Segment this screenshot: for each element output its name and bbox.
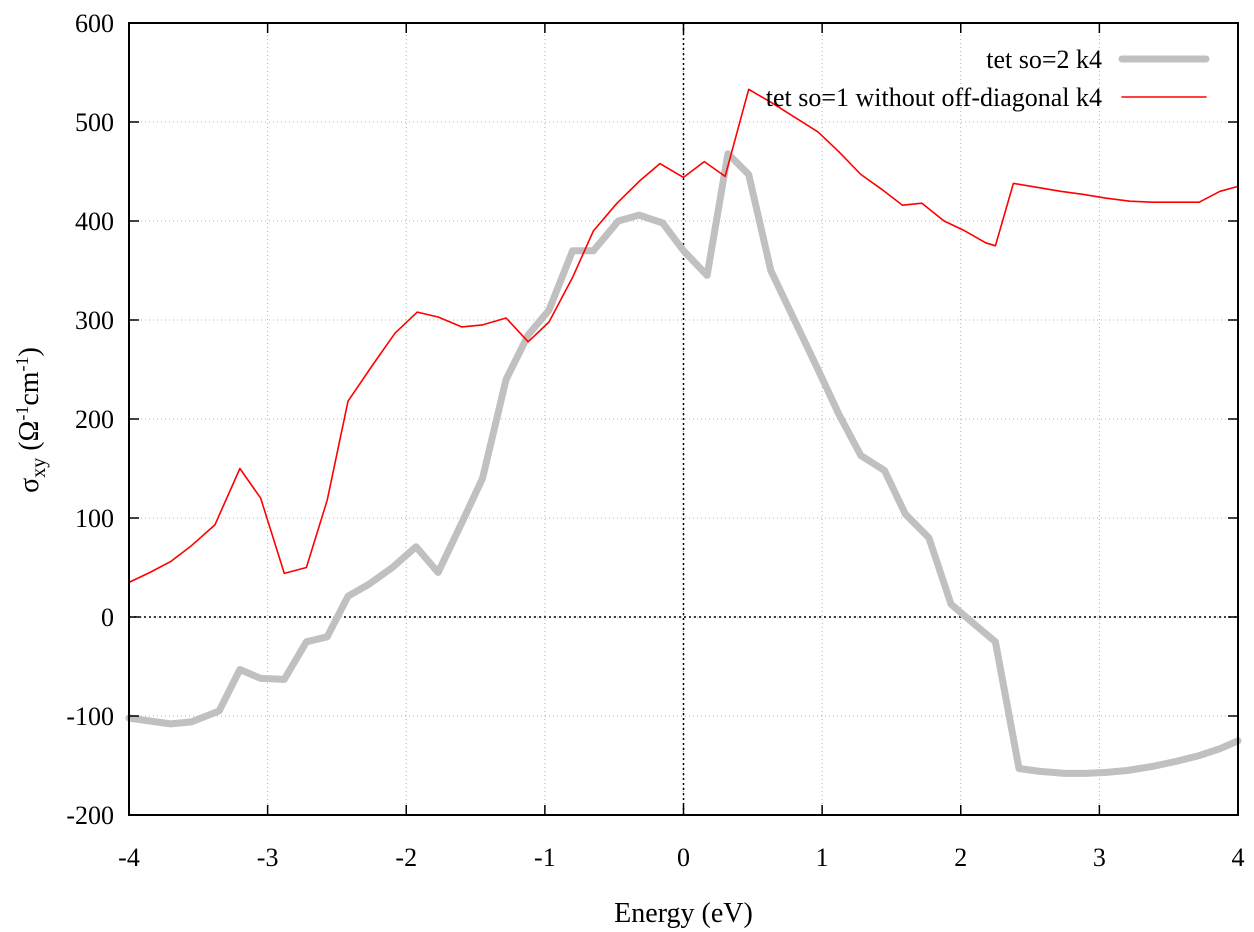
x-tick-label: -3 — [257, 843, 279, 872]
x-axis-label: Energy (eV) — [614, 898, 753, 929]
axis-ticks — [128, 22, 1239, 816]
zero-lines — [129, 23, 1238, 815]
legend-label-series-1: tet so=2 k4 — [986, 45, 1102, 74]
x-tick-label: 3 — [1093, 843, 1106, 872]
y-tick-label: -200 — [66, 801, 114, 830]
x-tick-label: -1 — [534, 843, 556, 872]
y-tick-label: 600 — [75, 9, 114, 38]
legend-entry-series-2: tet so=1 without off-diagonal k4 — [766, 83, 1207, 112]
x-tick-label: 2 — [954, 843, 967, 872]
legend-entry-series-1: tet so=2 k4 — [986, 45, 1210, 74]
y-tick-label: -100 — [66, 702, 114, 731]
y-axis-symbol: σ — [14, 478, 45, 493]
y-tick-label: 400 — [75, 207, 114, 236]
y-axis-unit-exponent-2: -1 — [12, 356, 32, 371]
series-layer — [125, 88, 1242, 777]
legend: tet so=2 k4 tet so=1 without off-diagona… — [766, 45, 1210, 112]
y-axis-unit-cm: cm — [14, 371, 45, 405]
y-tick-label: 200 — [75, 405, 114, 434]
x-tick-label: 1 — [816, 843, 829, 872]
y-axis-unit-exponent-1: -1 — [12, 406, 32, 421]
y-tick-label: 100 — [75, 504, 114, 533]
y-tick-label: 500 — [75, 108, 114, 137]
x-tick-label: 4 — [1232, 843, 1245, 872]
grid-lines — [129, 23, 1238, 815]
x-tick-label: -2 — [395, 843, 417, 872]
y-axis-unit-close: ) — [14, 347, 45, 356]
x-tick-label: -4 — [118, 843, 140, 872]
y-tick-labels: -200 -100 0 100 200 300 400 500 600 — [66, 9, 114, 830]
y-axis-unit-open: (Ω — [14, 421, 45, 458]
legend-label-series-2: tet so=1 without off-diagonal k4 — [766, 83, 1102, 112]
series-line-2 — [128, 88, 1239, 584]
x-tick-label: 0 — [677, 843, 690, 872]
x-tick-labels: -4 -3 -2 -1 0 1 2 3 4 — [118, 843, 1244, 872]
y-axis-subscript: xy — [28, 458, 50, 478]
series-line-1 — [125, 150, 1242, 777]
y-axis-label: σxy (Ω-1cm-1) — [12, 347, 50, 493]
y-tick-label: 300 — [75, 306, 114, 335]
y-tick-label: 0 — [101, 603, 114, 632]
